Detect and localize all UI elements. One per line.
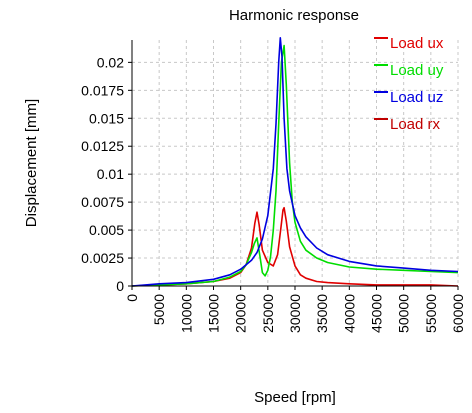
legend: Load ux Load uy Load uz Load rx — [374, 35, 444, 133]
series-line-load-ux — [131, 206, 459, 287]
x-tick-label: 45000 — [369, 294, 385, 333]
y-tick-label: 0.015 — [89, 110, 124, 126]
x-tick-label: 0 — [124, 294, 140, 302]
x-tick-label: 25000 — [260, 294, 276, 333]
x-tick-label: 60000 — [450, 294, 466, 333]
x-tick-label: 5000 — [151, 294, 167, 325]
y-tick-label: 0.0175 — [81, 82, 124, 98]
legend-label-load-uy: Load uy — [390, 62, 444, 79]
series-line-load-uy — [131, 44, 459, 287]
y-tick-label: 0.0125 — [81, 138, 124, 154]
x-tick-label: 35000 — [314, 294, 330, 333]
x-tick-label: 40000 — [341, 294, 357, 333]
x-tick-labels: 0 5000 10000 15000 20000 25000 30000 35000 40000… — [124, 286, 466, 333]
x-tick-label: 55000 — [423, 294, 439, 333]
chart-title: Harmonic response — [229, 7, 359, 24]
x-tick-label: 30000 — [287, 294, 303, 333]
x-axis-label: Speed [rpm] — [254, 389, 336, 406]
y-tick-label: 0 — [116, 278, 124, 294]
x-tick-label: 10000 — [178, 294, 194, 333]
legend-label-load-uz: Load uz — [390, 89, 443, 106]
y-tick-label: 0.0075 — [81, 194, 124, 210]
legend-label-load-ux: Load ux — [390, 35, 444, 52]
y-axis-label: Displacement [mm] — [23, 99, 40, 227]
series-line-load-uz — [131, 36, 459, 287]
legend-label-load-rx: Load rx — [390, 116, 441, 133]
y-tick-label: 0.02 — [97, 54, 124, 70]
x-tick-label: 50000 — [396, 294, 412, 333]
grid-lines — [132, 40, 459, 286]
x-tick-label: 20000 — [233, 294, 249, 333]
y-tick-label: 0.005 — [89, 222, 124, 238]
y-tick-label: 0.0025 — [81, 250, 124, 266]
series-layer — [131, 36, 459, 287]
y-tick-label: 0.01 — [97, 166, 124, 182]
y-tick-labels: 0 0.0025 0.005 0.0075 0.01 0.0125 0.015 0.0175 0… — [81, 54, 132, 294]
x-tick-label: 15000 — [206, 294, 222, 333]
